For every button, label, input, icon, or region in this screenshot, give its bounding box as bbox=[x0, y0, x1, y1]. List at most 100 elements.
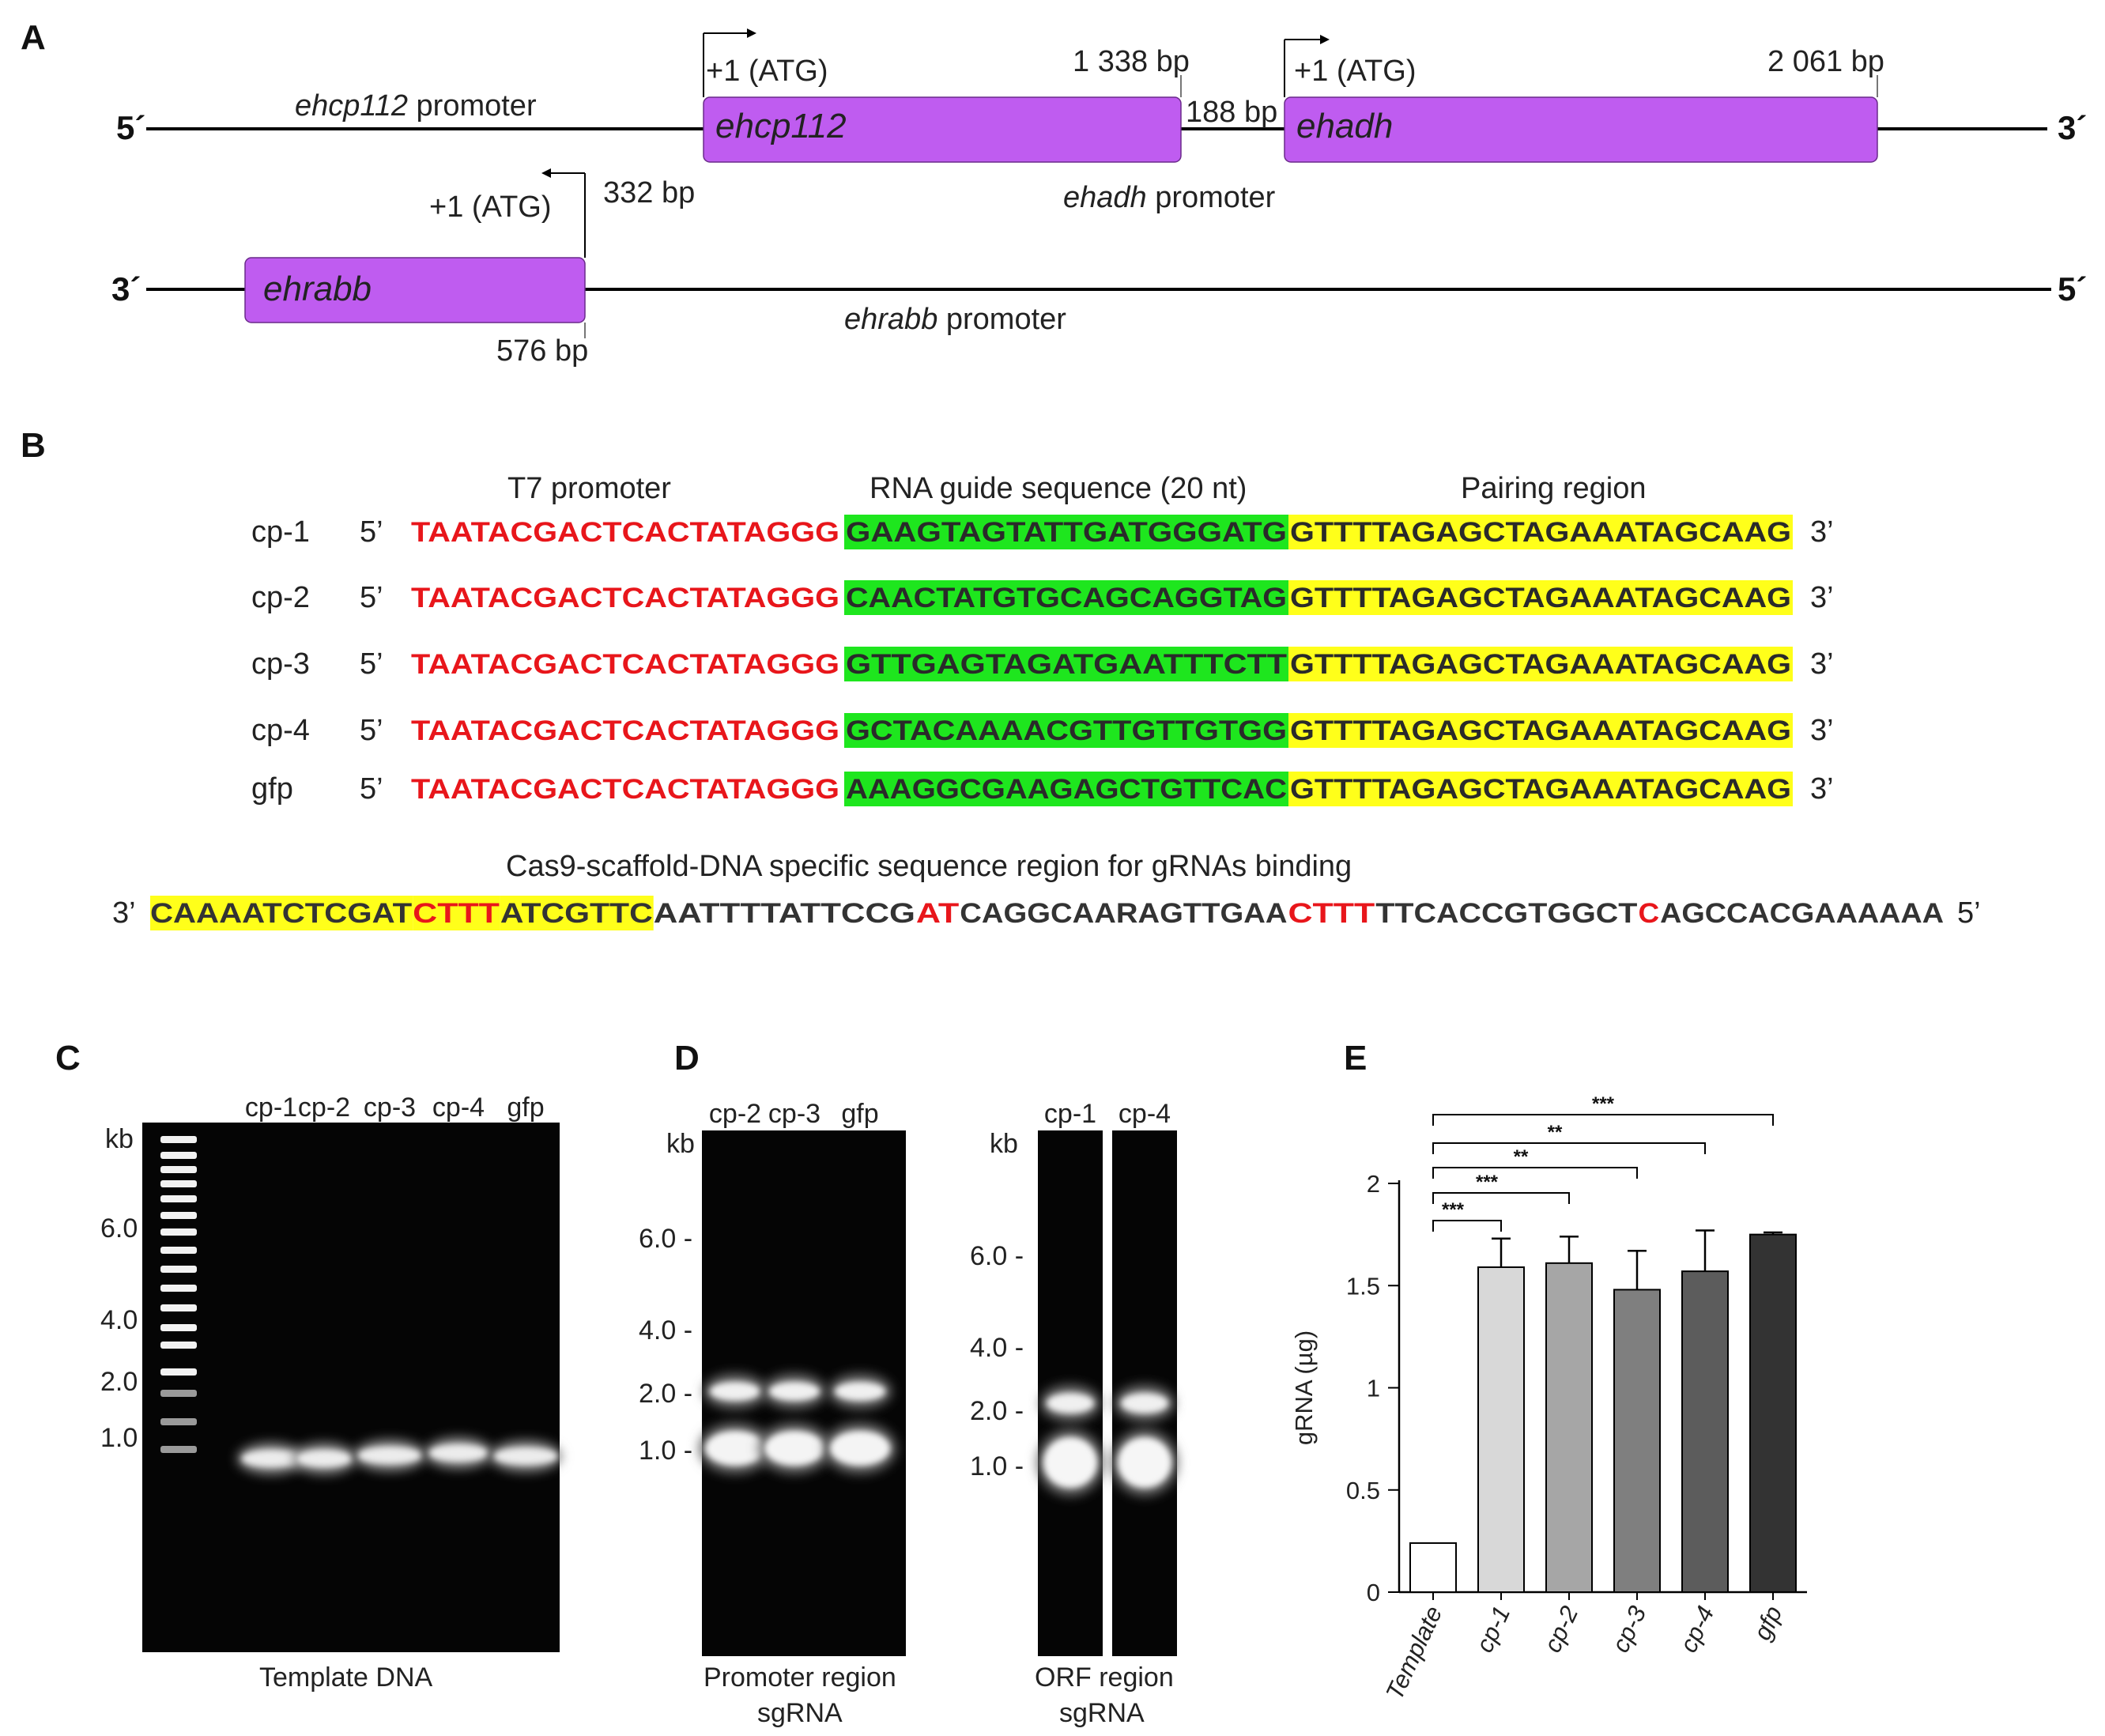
significance-bracket bbox=[1432, 1220, 1502, 1232]
significance-bracket bbox=[1432, 1142, 1706, 1154]
ladder-band bbox=[160, 1247, 197, 1254]
y-axis-label: gRNA (µg) bbox=[1290, 1330, 1318, 1445]
gel-c-lane-labels: cp-1 cp-2 cp-3 cp-4 gfp bbox=[245, 1093, 545, 1123]
ehrabb-gene-label: ehrabb bbox=[263, 270, 372, 308]
top-strand-3prime: 3´ bbox=[2058, 109, 2087, 146]
significance-label: ** bbox=[1514, 1146, 1529, 1168]
three-prime-label: 3’ bbox=[1810, 647, 1834, 681]
ladder-band bbox=[160, 1266, 197, 1273]
gel-c-marker-4: 4.0 bbox=[100, 1305, 138, 1335]
scaffold-segment: CTTT bbox=[413, 898, 500, 929]
guide-highlight bbox=[844, 772, 1288, 806]
significance-label: *** bbox=[1476, 1172, 1499, 1193]
pairing-highlight bbox=[1288, 772, 1793, 806]
gel-c-marker-1: 1.0 bbox=[100, 1423, 138, 1453]
bar bbox=[1613, 1289, 1661, 1594]
pairing-highlight bbox=[1288, 713, 1793, 748]
gel-d-left-marker-2: 2.0 - bbox=[639, 1379, 692, 1409]
scaffold-segment: TTCACCGTGGCT bbox=[1375, 898, 1637, 929]
gel-c-caption: Template DNA bbox=[259, 1662, 433, 1693]
ehrabb-gene-box bbox=[244, 257, 586, 323]
significance-bracket bbox=[1432, 1114, 1774, 1126]
rna-band bbox=[1121, 1393, 1168, 1413]
pairing-sequence: GTTTTAGAGCTAGAAATAGCAAG bbox=[1290, 583, 1791, 613]
guide-sequence: AAAGGCGAAGAGCTGTTCAC bbox=[846, 774, 1287, 805]
lane-label: cp-1 bbox=[1044, 1099, 1096, 1129]
bar-chart-e: 0 0.5 1 1.5 2 gRNA (µg) Template cp-1 cp-2 cp-3 cp… bbox=[1290, 1093, 1807, 1704]
bar bbox=[1681, 1270, 1729, 1594]
gel-d-right-unit: kb bbox=[990, 1129, 1018, 1159]
bottom-strand-3prime: 3´ bbox=[111, 270, 141, 308]
ehadh-tss-arrowhead bbox=[1320, 35, 1330, 44]
ehcp112-gene-box bbox=[703, 96, 1182, 163]
lane-label: cp-3 bbox=[364, 1093, 416, 1123]
x-tick-label: cp-3 bbox=[1606, 1602, 1651, 1656]
dna-band bbox=[358, 1447, 421, 1464]
guide-highlight bbox=[844, 580, 1288, 615]
lane-label: cp-1 bbox=[245, 1093, 297, 1123]
lane-label: cp-2 bbox=[709, 1099, 761, 1129]
ehadh-gene-label: ehadh bbox=[1296, 107, 1393, 145]
ladder-band bbox=[160, 1368, 197, 1376]
ladder-band bbox=[160, 1390, 197, 1397]
dna-ladder bbox=[160, 1136, 197, 1453]
scaffold-highlight bbox=[150, 896, 413, 930]
y-tick-label: 0.5 bbox=[1346, 1477, 1380, 1504]
sgrna-sequence-rows: cp-1 5’ TAATACGACTCACTATAGGG GAAGTAGTATTGAT… bbox=[251, 515, 1834, 806]
pairing-highlight bbox=[1288, 647, 1793, 681]
ladder-band bbox=[160, 1304, 197, 1311]
panel-label-c: C bbox=[55, 1039, 81, 1077]
rna-band bbox=[769, 1382, 820, 1401]
five-prime-label: 5’ bbox=[360, 581, 383, 614]
gel-d-lane-labels: cp-2 cp-3 gfp cp-1 cp-4 bbox=[709, 1099, 1171, 1129]
gel-d-right-marker-2: 2.0 - bbox=[970, 1396, 1024, 1426]
scaffold-segment: AATTTTATTCCG bbox=[654, 898, 915, 929]
ladder-band bbox=[160, 1446, 197, 1453]
lane-label: cp-2 bbox=[298, 1093, 350, 1123]
top-strand-5prime: 5´ bbox=[116, 109, 145, 146]
rna-band bbox=[764, 1431, 824, 1466]
dna-band bbox=[429, 1444, 488, 1462]
lane-label: cp-3 bbox=[768, 1099, 820, 1129]
t7-sequence: TAATACGACTCACTATAGGG bbox=[411, 583, 839, 613]
five-prime-label: 5’ bbox=[360, 515, 383, 549]
rna-band bbox=[710, 1382, 760, 1401]
significance-label: *** bbox=[1592, 1093, 1615, 1115]
sgrna-name: cp-2 bbox=[251, 581, 310, 614]
lane-label: cp-4 bbox=[432, 1093, 485, 1123]
rna-band bbox=[705, 1431, 765, 1466]
y-tick-label: 0 bbox=[1367, 1579, 1380, 1606]
x-tick-label: cp-2 bbox=[1538, 1602, 1583, 1656]
rna-band bbox=[835, 1382, 885, 1401]
t7-sequence: TAATACGACTCACTATAGGG bbox=[411, 774, 839, 805]
five-prime-label: 5’ bbox=[360, 772, 383, 806]
ladder-band bbox=[160, 1285, 197, 1292]
ladder-band bbox=[160, 1180, 197, 1187]
gel-d-right-caption-1: ORF region bbox=[1035, 1662, 1174, 1693]
scaffold-segment: AT bbox=[916, 898, 959, 929]
ladder-band bbox=[160, 1324, 197, 1331]
three-prime-label: 3’ bbox=[1810, 515, 1834, 549]
lane-label: gfp bbox=[507, 1093, 544, 1123]
bar bbox=[1749, 1233, 1797, 1593]
bar bbox=[1545, 1262, 1593, 1593]
sgrna-name: gfp bbox=[251, 772, 293, 806]
ehadh-end-label: 2 061 bp bbox=[1767, 45, 1884, 78]
scaffold-segment: CAGGCAARAGTTGAA bbox=[960, 898, 1287, 929]
guide-highlight bbox=[844, 713, 1288, 748]
scaffold-highlight bbox=[500, 896, 654, 930]
pairing-sequence: GTTTTAGAGCTAGAAATAGCAAG bbox=[1290, 774, 1791, 805]
guide-sequence: CAACTATGTGCAGCAGGTAG bbox=[846, 583, 1287, 613]
dna-band bbox=[242, 1450, 300, 1467]
scaffold-title: Cas9-scaffold-DNA specific sequence regi… bbox=[506, 850, 1352, 883]
guide-sequence-header: RNA guide sequence (20 nt) bbox=[870, 472, 1247, 505]
guide-sequence: GTTGAGTAGATGAATTTCTT bbox=[846, 649, 1287, 680]
gel-d-left-caption-2: sgRNA bbox=[757, 1698, 843, 1728]
ehcp112-promoter-label: ehcp112 promoter bbox=[295, 89, 537, 123]
rna-band bbox=[830, 1431, 890, 1466]
pairing-highlight bbox=[1288, 580, 1793, 615]
ladder-band bbox=[160, 1136, 197, 1143]
significance-bracket bbox=[1432, 1192, 1570, 1204]
scaffold-segment: ATCGTTC bbox=[500, 898, 653, 929]
ladder-band bbox=[160, 1418, 197, 1425]
